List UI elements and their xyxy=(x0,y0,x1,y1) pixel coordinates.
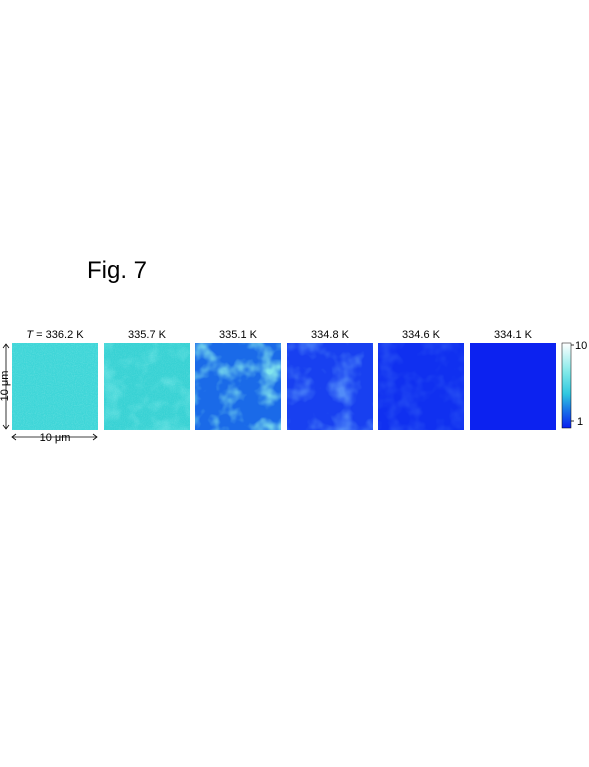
panel-label: 335.1 K xyxy=(219,329,258,341)
scale-bar-label: 10 μm xyxy=(40,432,71,444)
colorbar xyxy=(561,342,572,429)
colorbar-tick-label: 10 xyxy=(575,340,587,352)
panel-label: 334.1 K xyxy=(494,329,533,341)
panel-label: 334.8 K xyxy=(311,329,350,341)
scale-bar-horizontal xyxy=(11,433,98,441)
panel-image xyxy=(104,343,190,430)
panel-label: T = 336.2 K xyxy=(26,329,84,341)
figure-title: Fig. 7 xyxy=(87,257,147,284)
panel-image xyxy=(470,343,556,430)
panel-image xyxy=(378,343,464,430)
panel-label: 334.6 K xyxy=(402,329,441,341)
colorbar-tick-label: 1 xyxy=(577,416,583,428)
panel-image xyxy=(195,343,281,430)
label-variable: T xyxy=(26,329,34,341)
panel-image xyxy=(12,343,98,430)
panel-label: 335.7 K xyxy=(128,329,167,341)
scale-bar-vertical xyxy=(2,343,10,430)
scale-bar-label: 10 μm xyxy=(0,371,11,402)
label-text: = 336.2 K xyxy=(33,329,84,341)
panel-image xyxy=(287,343,373,430)
